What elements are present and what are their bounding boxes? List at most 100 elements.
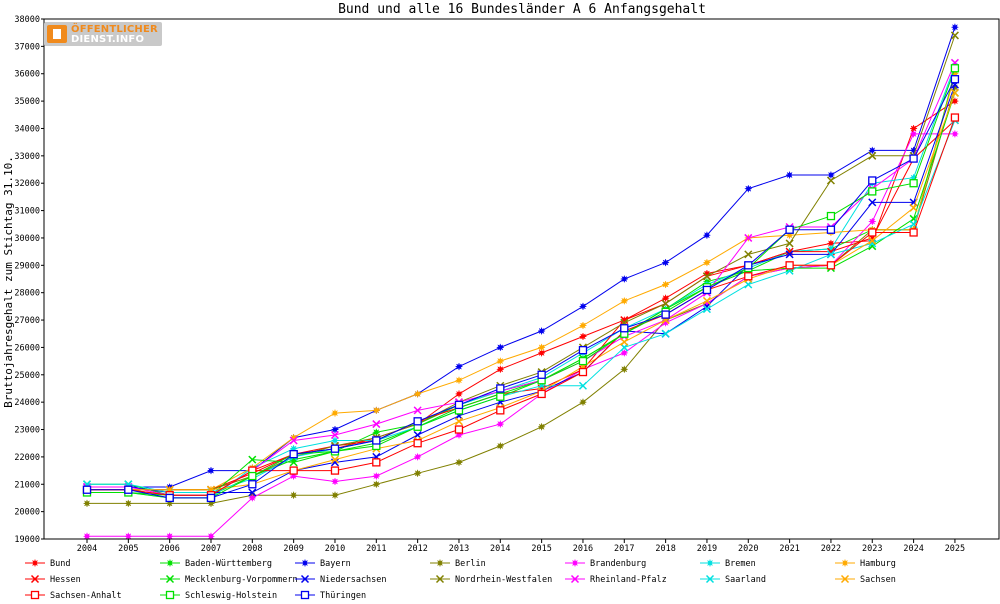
data-point bbox=[661, 280, 670, 289]
data-point bbox=[867, 146, 877, 155]
site-logo: ÖFFENTLICHER DIENST.INFO bbox=[44, 22, 162, 46]
data-point bbox=[743, 184, 753, 194]
data-point bbox=[413, 389, 422, 399]
legend-item: Berlin bbox=[430, 558, 486, 569]
series-8 bbox=[82, 88, 959, 500]
x-tick-label: 2004 bbox=[77, 544, 97, 554]
legend-marker bbox=[165, 574, 175, 584]
data-point bbox=[578, 321, 588, 330]
data-point bbox=[206, 466, 216, 475]
series-line bbox=[87, 92, 956, 496]
legend-item: Saarland bbox=[700, 574, 766, 585]
data-point bbox=[413, 468, 422, 478]
data-point bbox=[619, 296, 629, 306]
data-point bbox=[537, 343, 546, 352]
data-point bbox=[495, 343, 505, 352]
series-line bbox=[87, 35, 956, 491]
y-tick-label: 25000 bbox=[14, 371, 40, 381]
data-point bbox=[785, 225, 794, 234]
series-line bbox=[87, 62, 956, 496]
y-tick-label: 21000 bbox=[14, 480, 40, 490]
data-point bbox=[495, 441, 505, 451]
data-point bbox=[826, 211, 836, 221]
x-tick-label: 2010 bbox=[325, 544, 345, 554]
legend-marker bbox=[300, 558, 310, 568]
data-point bbox=[248, 488, 257, 497]
data-point bbox=[868, 176, 877, 185]
legend-item: Sachsen bbox=[835, 574, 896, 585]
y-tick-label: 38000 bbox=[14, 15, 40, 25]
data-point bbox=[578, 367, 588, 377]
legend-label: Sachsen bbox=[860, 575, 896, 585]
data-point bbox=[950, 31, 959, 40]
data-point bbox=[744, 250, 753, 259]
data-point bbox=[619, 348, 629, 358]
legend-marker bbox=[30, 590, 40, 600]
legend-marker bbox=[300, 574, 310, 584]
series-line bbox=[87, 27, 956, 488]
x-tick-label: 2007 bbox=[201, 544, 221, 554]
series-11 bbox=[82, 58, 959, 500]
data-point bbox=[454, 417, 464, 426]
data-point bbox=[620, 316, 629, 325]
logo-mark-icon bbox=[47, 25, 67, 43]
data-point bbox=[785, 170, 794, 180]
data-point bbox=[578, 381, 587, 390]
data-point bbox=[909, 228, 918, 237]
series-5 bbox=[82, 61, 960, 503]
y-tick-label: 27000 bbox=[14, 316, 40, 326]
x-tick-label: 2019 bbox=[697, 544, 717, 554]
data-point bbox=[578, 397, 588, 407]
x-tick-label: 2009 bbox=[283, 544, 303, 554]
data-point bbox=[537, 348, 546, 358]
data-point bbox=[248, 455, 257, 464]
legend-item: Hamburg bbox=[835, 558, 896, 569]
legend-label: Bayern bbox=[320, 559, 351, 569]
data-point bbox=[289, 490, 298, 500]
data-point bbox=[454, 400, 464, 410]
series-line bbox=[87, 117, 956, 496]
data-point bbox=[495, 356, 505, 366]
series-16 bbox=[82, 75, 960, 503]
plot-frame bbox=[43, 18, 1000, 540]
series-line bbox=[87, 65, 956, 499]
y-tick-label: 19000 bbox=[14, 535, 40, 545]
data-point bbox=[537, 422, 546, 432]
legend-label: Baden-Württemberg bbox=[185, 559, 272, 569]
y-axis-label: Bruttojahresgehalt zum Stichtag 31.10. bbox=[2, 156, 15, 408]
data-point bbox=[330, 477, 340, 486]
legend-item: Hessen bbox=[25, 574, 81, 585]
data-point bbox=[330, 436, 340, 445]
x-tick-label: 2015 bbox=[531, 544, 551, 554]
data-point bbox=[454, 458, 464, 467]
y-tick-label: 36000 bbox=[14, 70, 40, 80]
data-point bbox=[826, 261, 836, 270]
data-point bbox=[661, 310, 670, 319]
y-tick-label: 33000 bbox=[14, 152, 40, 162]
data-point bbox=[702, 305, 711, 314]
data-point bbox=[619, 364, 629, 374]
legend-label: Bund bbox=[50, 559, 70, 569]
data-point bbox=[454, 375, 464, 385]
chart-title: Bund und alle 16 Bundesländer A 6 Anfang… bbox=[338, 2, 706, 17]
data-point bbox=[578, 346, 588, 355]
data-point bbox=[330, 455, 340, 464]
legend-item: Brandenburg bbox=[565, 558, 646, 569]
legend-marker bbox=[705, 558, 715, 568]
series-12 bbox=[82, 116, 959, 497]
data-point bbox=[785, 261, 794, 270]
legend-label: Hessen bbox=[50, 575, 81, 585]
legend-marker bbox=[30, 558, 40, 568]
data-point bbox=[950, 64, 960, 73]
data-point bbox=[744, 233, 753, 242]
legend-item: Thüringen bbox=[295, 590, 366, 601]
legend-label: Thüringen bbox=[320, 591, 366, 600]
data-point bbox=[950, 22, 960, 32]
y-tick-label: 34000 bbox=[14, 124, 40, 134]
legend-marker bbox=[840, 558, 850, 568]
x-tick-label: 2013 bbox=[449, 544, 469, 554]
data-point bbox=[289, 450, 298, 459]
data-point bbox=[454, 389, 464, 399]
data-point bbox=[537, 326, 546, 336]
x-tick-label: 2006 bbox=[159, 544, 179, 554]
